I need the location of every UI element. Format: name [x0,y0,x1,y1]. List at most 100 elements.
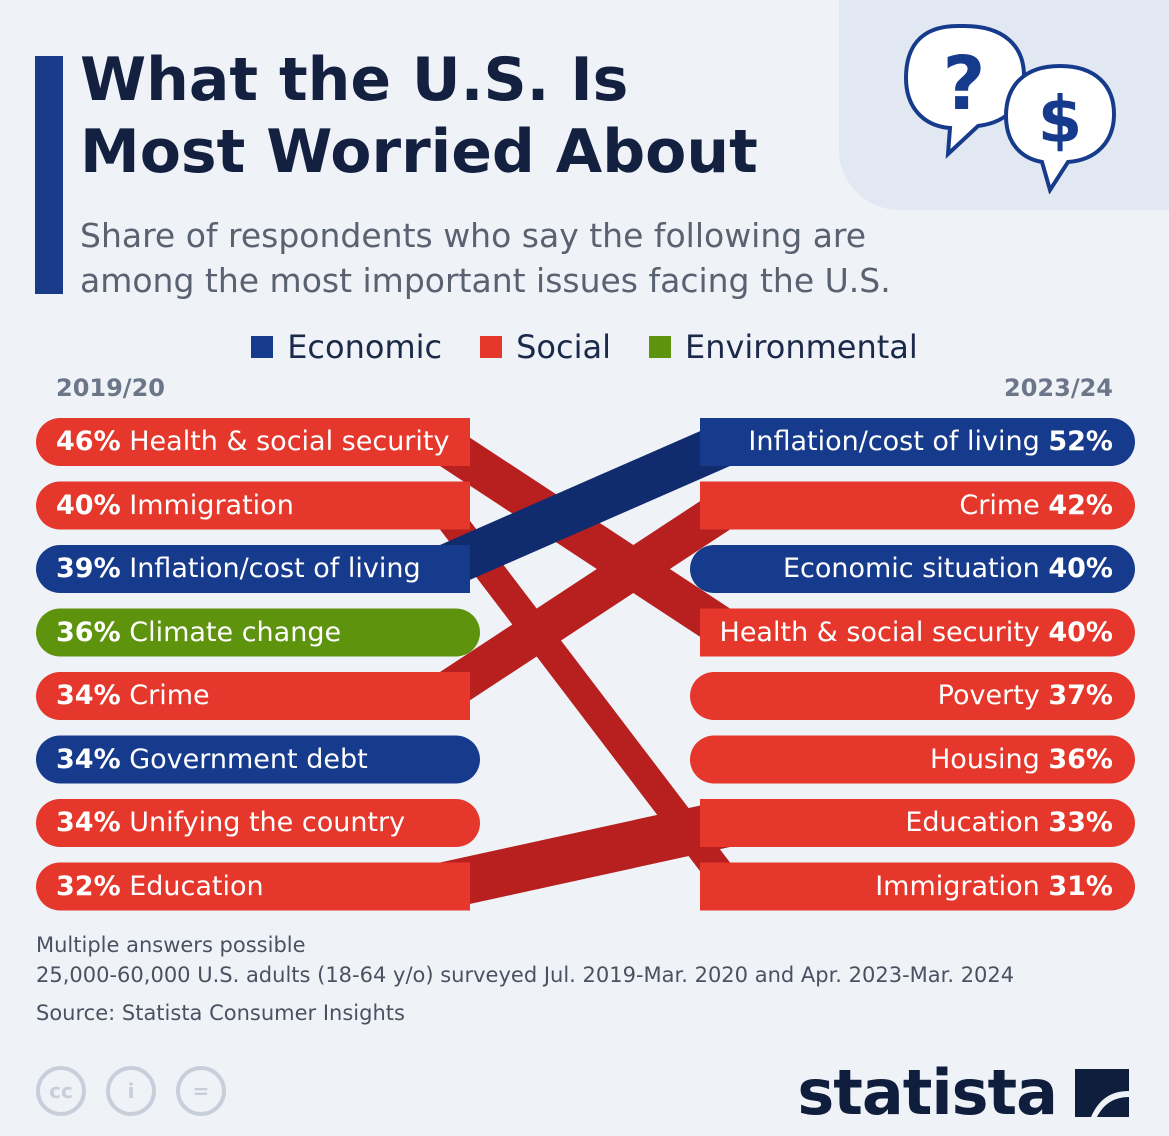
right-bar-immigration [700,862,1135,911]
right-text-economic-situation: Economic situation [782,553,1040,584]
left-text-health-social-security: Health & social security [129,426,450,457]
connector-education [440,799,730,911]
right-pct-poverty: 37% [1048,680,1113,711]
right-bar-economic-situation [690,545,1135,593]
legend-item-environmental: Environmental [648,328,918,366]
title-line-2: Most Worried About [80,117,758,187]
right-bar-poverty [690,672,1135,720]
right-bar-health-social-security [700,608,1135,657]
left-text-climate-change: Climate change [129,616,342,648]
right-pct-economic-situation: 40% [1048,553,1113,584]
right-pct-housing: 36% [1048,743,1113,775]
right-bar-housing [690,735,1135,784]
period-label-left: 2019/20 [56,374,165,402]
left-bar-education [36,862,470,911]
left-bar-inflation-cost-of-living [36,545,470,593]
brand-wordmark: statista [797,1056,1058,1129]
legend-swatch-social [480,336,503,358]
right-label-poverty: Poverty 37% [938,672,1113,720]
right-pct-education: 33% [1048,807,1113,838]
left-bar-climate-change [36,608,480,657]
left-pct-government-debt: 34% [56,743,121,775]
left-pct-health-social-security: 46% [56,426,121,457]
left-text-immigration: Immigration [129,489,294,521]
right-label-inflation-cost-of-living: Inflation/cost of living 52% [748,418,1113,466]
subtitle: Share of respondents who say the followi… [80,213,980,303]
left-label-government-debt: 34% Government debt [56,736,368,784]
left-bar-unifying-the-country [36,799,480,847]
right-bar-inflation-cost-of-living [700,418,1135,466]
legend-item-social: Social [480,328,611,366]
left-text-crime: Crime [129,680,210,711]
note-multiple-answers: Multiple answers possible [36,933,306,957]
dollar-icon: $ [1003,63,1117,194]
title-line-1: What the U.S. Is [80,45,629,115]
right-label-education: Education 33% [905,799,1113,847]
right-text-immigration: Immigration [875,870,1040,902]
period-label-right: 2023/24 [1004,374,1113,402]
connector-immigration [440,481,730,911]
legend-swatch-environmental [648,336,671,358]
connector-health-social-security [440,418,730,657]
subtitle-line-2: among the most important issues facing t… [80,261,891,300]
left-pct-unifying-the-country: 34% [56,807,121,838]
connector-crime [440,481,730,720]
connector-inflation-cost-of-living [440,418,730,593]
legend-label-social: Social [516,328,611,366]
left-bar-immigration [36,481,470,530]
right-text-crime: Crime [959,489,1040,521]
right-bar-education [700,799,1135,847]
left-bar-health-social-security [36,418,470,466]
cc-icon[interactable]: cc [36,1066,86,1116]
legend-label-economic: Economic [287,328,443,366]
right-pct-health-social-security: 40% [1048,616,1113,648]
left-bar-crime [36,672,470,720]
left-pct-climate-change: 36% [56,616,121,648]
right-pct-crime: 42% [1048,489,1113,521]
chart-notes: Multiple answers possible 25,000-60,000 … [36,930,1014,1028]
left-label-health-social-security: 46% Health & social security [56,418,449,466]
right-text-housing: Housing [930,743,1040,775]
left-pct-education: 32% [56,870,121,902]
right-text-inflation-cost-of-living: Inflation/cost of living [748,426,1040,457]
left-text-education: Education [129,870,264,902]
left-pct-crime: 34% [56,680,121,711]
left-pct-immigration: 40% [56,489,121,521]
source-note: Source: Statista Consumer Insights [36,1001,405,1025]
left-text-unifying-the-country: Unifying the country [129,807,406,838]
question-mark-icon: ? [903,24,1027,159]
note-survey-details: 25,000-60,000 U.S. adults (18-64 y/o) su… [36,963,1015,987]
right-label-immigration: Immigration 31% [875,863,1113,911]
right-label-housing: Housing 36% [930,736,1113,784]
left-label-education: 32% Education [56,863,264,911]
right-text-poverty: Poverty [937,680,1040,711]
right-label-crime: Crime 42% [959,482,1113,530]
left-label-unifying-the-country: 34% Unifying the country [56,799,405,847]
page-title: What the U.S. Is Most Worried About [80,44,840,188]
left-label-immigration: 40% Immigration [56,482,294,530]
legend-swatch-economic [251,336,274,358]
left-bar-government-debt [36,735,480,784]
right-bar-crime [700,481,1135,530]
right-pct-immigration: 31% [1048,870,1113,902]
statista-logo-icon [1075,1068,1129,1117]
left-pct-inflation-cost-of-living: 39% [56,553,121,584]
left-text-government-debt: Government debt [129,743,368,775]
legend-label-environmental: Environmental [684,328,918,366]
svg-text:$: $ [1038,84,1083,158]
left-text-inflation-cost-of-living: Inflation/cost of living [129,553,421,584]
attribution-icon[interactable]: i [106,1066,156,1116]
svg-text:?: ? [943,41,986,127]
title-accent-bar [35,56,63,294]
speech-bubbles-illustration: ? $ [903,24,1117,194]
right-label-economic-situation: Economic situation 40% [783,545,1113,593]
legend: Economic Social Environmental [0,328,1169,366]
right-text-education: Education [905,807,1040,838]
statista-logo[interactable]: statista [797,1056,1133,1129]
legend-item-economic: Economic [251,328,442,366]
no-derivatives-icon[interactable]: = [176,1066,226,1116]
left-label-climate-change: 36% Climate change [56,609,341,657]
left-label-crime: 34% Crime [56,672,210,720]
left-label-inflation-cost-of-living: 39% Inflation/cost of living [56,545,421,593]
